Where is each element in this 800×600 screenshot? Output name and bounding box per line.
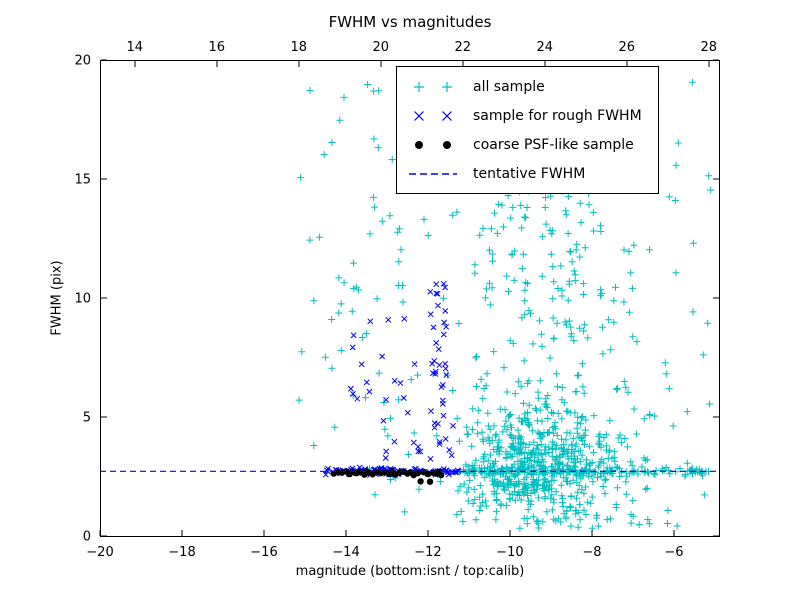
chart-title: FWHM vs magnitudes	[328, 13, 492, 31]
y-tick-label: 5	[83, 411, 91, 426]
axes-frame	[99, 59, 720, 537]
legend-item-label: coarse PSF-like sample	[473, 136, 634, 153]
tick-labels: −20 −18 −16 −14 −12 −10 −8 −6 14 16 18 20 22 24 26 28 0 5…	[74, 40, 717, 560]
legend-item-sample-for-rough-fwhm: sample for rough FWHM	[405, 101, 648, 130]
x-tick-label-top: 18	[291, 40, 308, 55]
x-tick-label-bottom: −14	[332, 545, 359, 560]
x-tick-label-bottom: −12	[414, 545, 441, 560]
legend-item-tentative-fwhm: tentative FWHM	[405, 159, 648, 188]
x-tick-label-bottom: −20	[86, 545, 113, 560]
x-tick-label-bottom: −6	[664, 545, 683, 560]
legend-item-label: sample for rough FWHM	[473, 107, 642, 124]
x-tick-label-top: 22	[455, 40, 472, 55]
x-tick-label-top: 26	[619, 40, 636, 55]
y-tick-label: 10	[74, 292, 91, 307]
x-tick-label-bottom: −18	[168, 545, 195, 560]
y-tick-label: 0	[83, 530, 91, 545]
series-sample-for-rough-fwhm	[322, 280, 462, 479]
x-tick-label-top: 24	[537, 40, 554, 55]
y-axis-label: FWHM (pix)	[49, 260, 65, 336]
x-tick-label-bottom: −8	[582, 545, 601, 560]
series-all-sample	[295, 67, 715, 532]
legend-item-coarse-psf-like-sample: coarse PSF-like sample	[405, 130, 648, 159]
legend: all sample sample for rough FWHM coarse PS…	[396, 66, 659, 194]
x-marker-icon	[414, 110, 452, 121]
y-tick-label: 20	[74, 54, 91, 69]
dot-marker-icon	[415, 140, 451, 149]
dashed-line-marker-icon	[409, 172, 457, 175]
x-tick-label-top: 14	[127, 40, 144, 55]
legend-item-label: tentative FWHM	[473, 165, 586, 182]
plot-area	[100, 67, 719, 532]
x-tick-label-top: 28	[701, 40, 718, 55]
y-tick-label: 15	[74, 173, 91, 188]
legend-item-label: all sample	[473, 78, 545, 95]
x-tick-label-bottom: −10	[496, 545, 523, 560]
plus-marker-icon	[414, 81, 452, 92]
x-axis-label: magnitude (bottom:isnt / top:calib)	[295, 564, 525, 579]
x-tick-label-top: 16	[209, 40, 226, 55]
legend-item-all-sample: all sample	[405, 72, 648, 101]
x-tick-label-top: 20	[373, 40, 390, 55]
x-tick-label-bottom: −16	[250, 545, 277, 560]
